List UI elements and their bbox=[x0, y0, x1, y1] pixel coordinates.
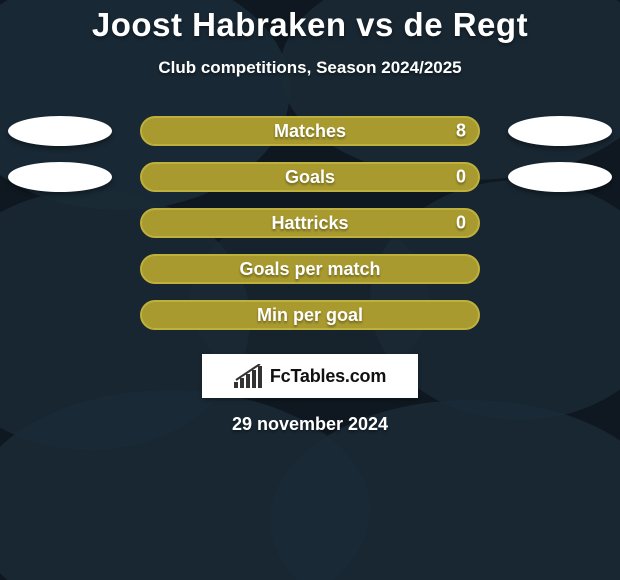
stat-label: Hattricks bbox=[271, 213, 348, 234]
stat-pill: Matches 8 bbox=[140, 116, 480, 146]
player-left-marker bbox=[8, 162, 112, 192]
stat-row: Goals per match bbox=[0, 246, 620, 292]
site-logo: FcTables.com bbox=[202, 354, 418, 398]
footer-date: 29 november 2024 bbox=[232, 414, 388, 435]
stats-bars: Matches 8 Goals 0 Hattricks 0 Goals per match M… bbox=[0, 108, 620, 338]
stat-row: Min per goal bbox=[0, 292, 620, 338]
stat-pill: Goals 0 bbox=[140, 162, 480, 192]
stat-row: Goals 0 bbox=[0, 154, 620, 200]
stat-value: 0 bbox=[456, 167, 466, 188]
stat-label: Min per goal bbox=[257, 305, 363, 326]
logo-text: FcTables.com bbox=[270, 366, 386, 387]
stat-label: Matches bbox=[274, 121, 346, 142]
page-title: Joost Habraken vs de Regt bbox=[92, 6, 528, 44]
stat-pill: Min per goal bbox=[140, 300, 480, 330]
player-right-marker bbox=[508, 116, 612, 146]
player-right-marker bbox=[508, 162, 612, 192]
stat-value: 0 bbox=[456, 213, 466, 234]
bars-icon bbox=[234, 364, 264, 388]
content-root: Joost Habraken vs de Regt Club competiti… bbox=[0, 0, 620, 580]
stat-pill: Hattricks 0 bbox=[140, 208, 480, 238]
stat-row: Hattricks 0 bbox=[0, 200, 620, 246]
stat-value: 8 bbox=[456, 121, 466, 142]
stat-row: Matches 8 bbox=[0, 108, 620, 154]
player-left-marker bbox=[8, 116, 112, 146]
page-subtitle: Club competitions, Season 2024/2025 bbox=[158, 58, 461, 78]
stat-label: Goals per match bbox=[239, 259, 380, 280]
stat-pill: Goals per match bbox=[140, 254, 480, 284]
stat-label: Goals bbox=[285, 167, 335, 188]
